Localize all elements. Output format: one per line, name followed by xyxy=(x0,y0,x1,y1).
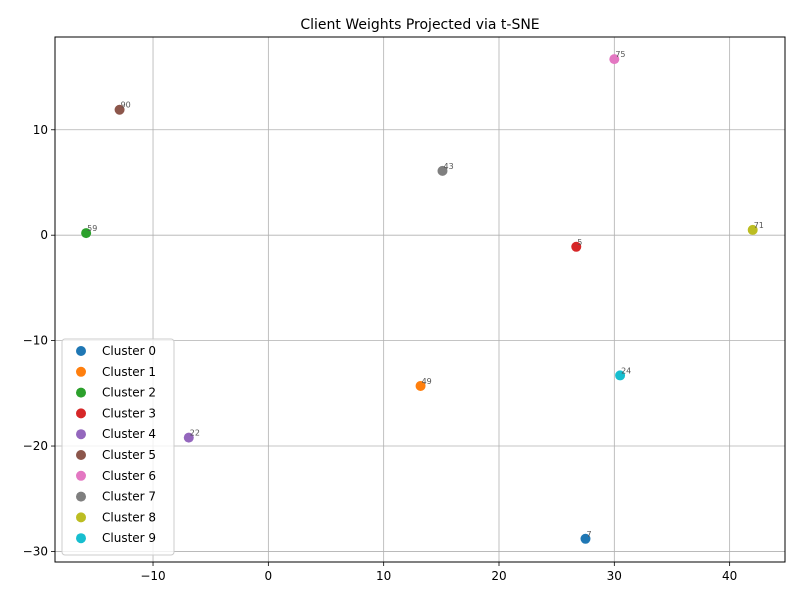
legend-marker xyxy=(76,470,86,481)
legend-marker xyxy=(76,346,86,356)
x-tick-label: −10 xyxy=(140,569,165,583)
point-label: 90 xyxy=(121,101,131,110)
point-label: 22 xyxy=(190,429,200,438)
point-label: 7 xyxy=(586,530,591,539)
y-tick-label: 0 xyxy=(40,228,48,242)
legend-label: Cluster 0 xyxy=(102,344,156,358)
data-point xyxy=(437,165,448,176)
legend-label: Cluster 9 xyxy=(102,531,156,545)
data-point xyxy=(571,241,582,252)
data-point xyxy=(415,380,426,391)
chart-title: Client Weights Projected via t-SNE xyxy=(300,17,539,33)
legend-label: Cluster 6 xyxy=(102,469,156,483)
data-point xyxy=(114,104,125,115)
y-tick-label: −20 xyxy=(23,439,48,453)
legend-marker xyxy=(76,533,86,544)
legend-label: Cluster 5 xyxy=(102,448,156,462)
plot-frame xyxy=(54,36,786,563)
legend-box xyxy=(61,338,175,556)
legend-marker xyxy=(76,512,86,523)
data-point xyxy=(615,370,626,381)
legend-marker xyxy=(76,450,86,460)
x-tick-label: 0 xyxy=(265,569,273,583)
y-tick-label: 10 xyxy=(33,123,48,137)
x-tick-label: 10 xyxy=(376,569,391,583)
point-label: 71 xyxy=(754,221,764,230)
point-label: 49 xyxy=(422,377,432,386)
point-label: 75 xyxy=(615,50,625,59)
y-tick-label: −10 xyxy=(23,334,48,348)
legend-marker xyxy=(76,387,86,398)
x-tick-label: 40 xyxy=(722,569,737,583)
legend-marker xyxy=(76,408,86,419)
axis-ticks: −10 0 10 20 30 40 −30 −20 −10 0 10 xyxy=(23,123,738,583)
legend-label: Cluster 8 xyxy=(102,510,156,524)
points-layer: 7 49 59 5 22 90 75 43 71 24 xyxy=(81,50,764,544)
data-point xyxy=(580,533,591,544)
legend-label: Cluster 2 xyxy=(102,386,156,400)
point-label: 59 xyxy=(87,224,97,233)
x-tick-label: 20 xyxy=(491,569,506,583)
data-point xyxy=(183,432,194,443)
grid-layer xyxy=(55,37,785,562)
y-tick-label: −30 xyxy=(23,544,48,558)
point-label: 43 xyxy=(443,162,453,171)
legend-label: Cluster 4 xyxy=(102,427,156,441)
legend-marker xyxy=(76,491,86,502)
data-point xyxy=(81,228,92,239)
legend-label: Cluster 1 xyxy=(102,365,156,379)
data-point xyxy=(747,224,758,235)
data-point xyxy=(609,54,620,65)
legend-label: Cluster 7 xyxy=(102,490,156,504)
point-label: 5 xyxy=(577,238,582,247)
legend-label: Cluster 3 xyxy=(102,406,156,420)
legend-marker xyxy=(76,366,86,377)
legend: Cluster 0 Cluster 1 Cluster 2 Cluster 3 Clus… xyxy=(61,338,175,556)
x-tick-label: 30 xyxy=(607,569,622,583)
point-label: 24 xyxy=(621,366,631,375)
legend-marker xyxy=(76,429,86,440)
